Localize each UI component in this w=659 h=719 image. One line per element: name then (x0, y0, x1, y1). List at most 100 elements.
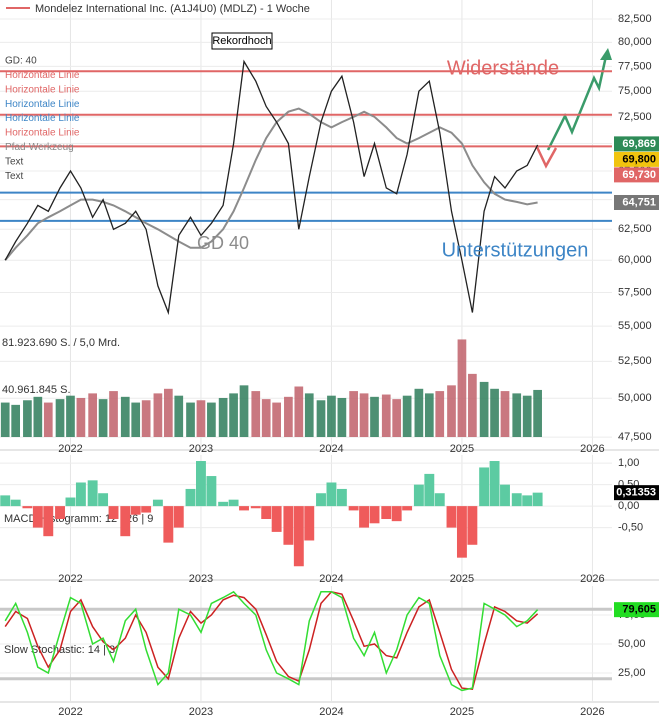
macd-bar (391, 506, 402, 522)
x-tick-label: 2022 (58, 573, 82, 585)
volume-bar (33, 396, 43, 437)
macd-bar (271, 506, 282, 532)
legend-entry: Pfad-Werkzeug (5, 142, 74, 153)
volume-bar (424, 393, 434, 437)
macd-bar (369, 506, 380, 524)
volume-bar (153, 393, 163, 437)
y-tick-label: -0,50 (618, 522, 643, 534)
macd-bar (55, 506, 65, 520)
price-label-box (614, 194, 659, 210)
price-label: 0,31353 (616, 487, 656, 499)
volume-bar (0, 402, 10, 437)
macd-bar (108, 506, 119, 520)
price-label: 69,869 (622, 138, 656, 150)
macd-bar (522, 495, 533, 507)
x-tick-label: 2023 (189, 706, 213, 718)
volume-bar (370, 396, 379, 437)
annotation: GD 40 (197, 233, 249, 253)
y-tick-label: 50,000 (618, 392, 652, 404)
volume-bar (163, 388, 173, 437)
volume-bar (207, 402, 216, 437)
legend-entry: Text (5, 171, 24, 182)
y-tick-label: 80,000 (618, 36, 652, 48)
macd-bar (434, 493, 445, 507)
macd-bar (456, 506, 467, 558)
x-tick-label: 2025 (450, 573, 474, 585)
annotation-box (211, 32, 273, 50)
price-label: 64,751 (622, 196, 656, 208)
macd-bar (326, 482, 337, 507)
volume-bar (490, 388, 499, 437)
x-tick-label: 2025 (450, 706, 474, 718)
macd-bar (65, 497, 76, 507)
legend-entry: Horizontale Linie (5, 113, 80, 124)
path-tool-red (535, 146, 558, 169)
legend-entry: Horizontale Linie (5, 99, 80, 110)
stochastic-line (4, 590, 539, 691)
macd-bar (163, 506, 174, 543)
legend-entry: Horizontale Linie (5, 70, 80, 81)
annotation: Unterstützungen (442, 239, 589, 261)
x-tick-label: 2026 (580, 573, 604, 585)
macd-bar (32, 506, 43, 528)
path-tool-green (546, 55, 608, 151)
stochastic-line (4, 590, 539, 692)
x-tick-label: 2024 (319, 706, 343, 718)
y-tick-label: 60,000 (618, 254, 652, 266)
volume-bar (43, 402, 53, 437)
macd-bar (120, 506, 131, 537)
volume-bar (435, 391, 445, 437)
x-tick-label: 2024 (319, 443, 343, 455)
macd-bar (532, 492, 543, 507)
macd-bar (0, 495, 11, 507)
legend-entry: Horizontale Linie (5, 128, 80, 139)
annotation: Rekordhoch (212, 35, 271, 47)
volume-bar (457, 339, 467, 437)
y-tick-label: 55,000 (618, 320, 652, 332)
volume-bar (229, 393, 238, 437)
macd-bar (141, 506, 152, 513)
volume-bar (174, 395, 184, 437)
macd-bar (467, 506, 478, 545)
macd-bar (130, 506, 141, 515)
macd-bar (152, 499, 163, 507)
volume-bar (479, 381, 489, 437)
volume-bar (381, 394, 391, 437)
volume-bar (533, 389, 542, 437)
macd-bar (196, 461, 206, 507)
volume-bar (284, 396, 293, 437)
macd-bar (479, 467, 490, 507)
volume-bar (141, 400, 151, 437)
macd-bar (402, 506, 413, 511)
macd-bar (413, 484, 424, 507)
x-tick-label: 2023 (189, 573, 213, 585)
volume-bar (239, 385, 249, 437)
price-label: 69,800 (622, 153, 656, 165)
macd-bar (283, 506, 294, 545)
volume-bar (251, 391, 261, 437)
price-label: 79,605 (622, 604, 656, 616)
y-tick-label: 25,00 (618, 667, 646, 679)
x-tick-label: 2025 (450, 443, 474, 455)
macd-bar (43, 506, 54, 537)
y-tick-label: 75,000 (618, 85, 652, 97)
price-label-box (614, 167, 659, 183)
x-tick-label: 2026 (580, 443, 604, 455)
y-tick-label: 72,500 (618, 111, 652, 123)
legend-entry: GD: 40 (5, 56, 37, 67)
macd-bar (239, 506, 249, 511)
macd-bar (98, 493, 109, 507)
x-tick-label: 2024 (319, 573, 343, 585)
macd-bar (381, 506, 392, 520)
volume-bar (359, 393, 369, 437)
volume-bar (512, 393, 522, 437)
annotation: Widerstände (447, 57, 559, 79)
macd-bar (511, 493, 522, 507)
volume-bar (294, 386, 304, 437)
macd-bar (206, 476, 217, 507)
volume-bar (66, 395, 75, 437)
volume-bar (55, 399, 65, 437)
y-tick-label: 0,00 (618, 500, 639, 512)
macd-bar (316, 493, 326, 507)
price-label-box (614, 602, 659, 618)
